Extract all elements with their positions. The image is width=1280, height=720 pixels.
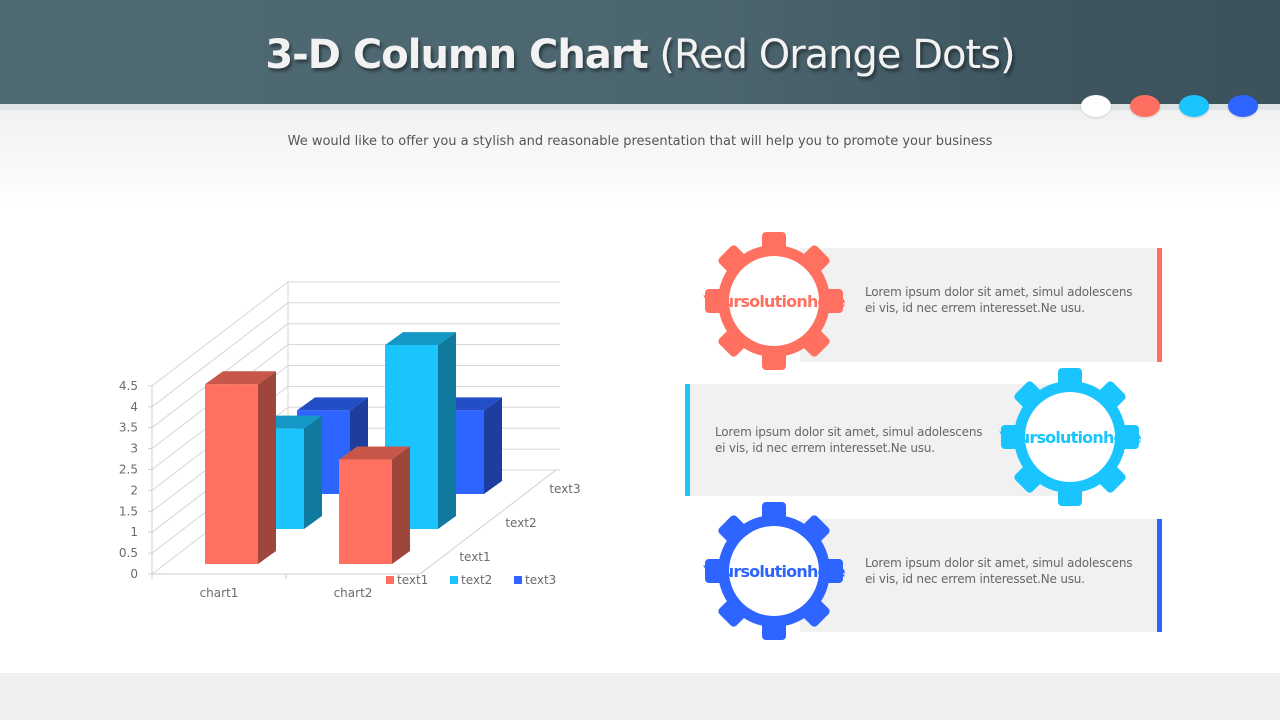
svg-text:text3: text3: [525, 573, 556, 587]
solution-description-2: Lorem ipsum dolor sit amet, simul adoles…: [715, 425, 983, 455]
dot-red: [1130, 95, 1160, 117]
page-title: 3-D Column Chart (Red Orange Dots): [0, 30, 1280, 80]
solution-description-1: Lorem ipsum dolor sit amet, simul adoles…: [865, 285, 1133, 315]
svg-text:0: 0: [130, 567, 138, 581]
gear-label: Your solution here: [999, 427, 1141, 447]
subtitle: We would like to offer you a stylish and…: [287, 134, 993, 149]
svg-text:text3: text3: [549, 482, 580, 496]
gear-icon: Your solution here: [703, 231, 846, 371]
solution-description-3: Lorem ipsum dolor sit amet, simul adoles…: [865, 556, 1133, 586]
svg-text:text1: text1: [459, 550, 490, 564]
decorative-dots: [1081, 95, 1258, 117]
title-bold: 3-D Column Chart: [265, 32, 648, 78]
chart-canvas: 0 0.5 1 1.5 2 2.5 3 3.5 4 4.5 chart1 chart2 text1 tex…: [119, 281, 580, 600]
svg-text:0.5: 0.5: [119, 546, 138, 560]
dot-white: [1081, 95, 1111, 117]
svg-text:3: 3: [130, 442, 138, 456]
svg-text:4.5: 4.5: [119, 379, 138, 393]
accent-bar-3: [1157, 519, 1162, 632]
svg-text:chart1: chart1: [200, 586, 239, 600]
slide: 3-D Column Chart (Red Orange Dots) We wo…: [0, 0, 1280, 673]
title-light: (Red Orange Dots): [659, 32, 1015, 78]
svg-text:2.5: 2.5: [119, 463, 138, 477]
svg-text:1.5: 1.5: [119, 504, 138, 518]
accent-bar-1: [1157, 248, 1162, 362]
header-band: [0, 0, 1280, 104]
svg-text:text2: text2: [505, 516, 536, 530]
solution-panel-3: [800, 519, 1158, 632]
column-chart-3d: 0 0.5 1 1.5 2 2.5 3 3.5 4 4.5 chart1 chart2 text1 tex…: [110, 270, 580, 610]
dot-cyan: [1179, 95, 1209, 117]
gear-label: Your solution here: [703, 561, 845, 581]
svg-text:4: 4: [130, 400, 138, 414]
svg-text:3.5: 3.5: [119, 421, 138, 435]
dot-blue: [1228, 95, 1258, 117]
subtitle-band: [0, 110, 1280, 210]
solution-panel-1: [800, 248, 1158, 362]
gear-icon: Your solution here: [999, 367, 1142, 507]
gear-label: Your solution here: [703, 291, 845, 311]
accent-bar-2: [685, 384, 690, 496]
svg-text:text1: text1: [397, 573, 428, 587]
svg-text:1: 1: [130, 525, 138, 539]
header-divider: [0, 104, 1280, 110]
gear-icon: Your solution here: [703, 501, 846, 641]
svg-text:chart2: chart2: [334, 586, 373, 600]
svg-text:2: 2: [130, 483, 138, 497]
svg-text:text2: text2: [461, 573, 492, 587]
